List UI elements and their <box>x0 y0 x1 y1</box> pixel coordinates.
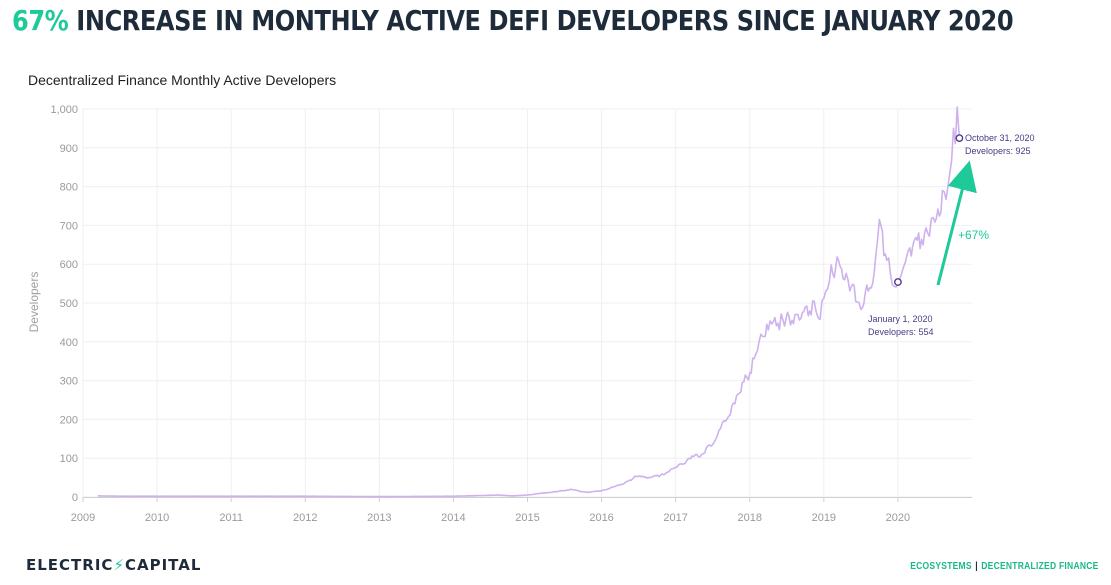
x-tick-label: 2016 <box>589 512 613 524</box>
annotation-oct-value: Developers: 925 <box>965 146 1031 156</box>
x-tick-label: 2014 <box>441 512 465 524</box>
x-tick-label: 2019 <box>812 512 836 524</box>
data-marker-oct-2020 <box>955 134 964 143</box>
x-tick-label: 2013 <box>367 512 391 524</box>
footer-section-label: ECOSYSTEMS | DECENTRALIZED FINANCE <box>911 561 1099 572</box>
y-tick-label: 200 <box>60 414 78 426</box>
footer-separator: | <box>975 561 979 572</box>
increase-arrow <box>936 160 977 286</box>
x-tick-label: 2012 <box>293 512 317 524</box>
footer-section: ECOSYSTEMS <box>910 561 973 572</box>
bolt-icon: ⚡ <box>113 556 125 574</box>
y-tick-label: 100 <box>60 453 78 465</box>
logo-text-right: CAPITAL <box>124 556 202 574</box>
y-tick-label: 600 <box>60 259 78 271</box>
annotation-oct-date: October 31, 2020 <box>965 133 1035 143</box>
data-marker-jan-2020 <box>894 278 902 286</box>
y-tick-label: 1,000 <box>50 104 78 116</box>
series <box>97 106 964 498</box>
axes: 0 100 200 300 400 500 600 700 800 900 1,000 2009 201… <box>50 104 972 524</box>
y-tick-label: 800 <box>60 182 78 194</box>
annotation-jan-date: January 1, 2020 <box>868 314 933 324</box>
y-tick-label: 900 <box>60 143 78 155</box>
y-tick-label: 400 <box>60 337 78 349</box>
x-tick-label: 2009 <box>71 512 95 524</box>
x-tick-label: 2020 <box>886 512 910 524</box>
x-tick-label: 2017 <box>663 512 687 524</box>
x-tick-label: 2011 <box>219 512 243 524</box>
y-tick-label: 300 <box>60 376 78 388</box>
percent-increase-label: +67% <box>958 228 989 242</box>
electric-capital-logo: ELECTRIC⚡CAPITAL <box>26 556 201 574</box>
headline-highlight: 67% <box>12 4 69 37</box>
y-axis-label: Developers <box>27 272 41 333</box>
series-line-developers <box>97 106 961 498</box>
y-tick-label: 0 <box>72 492 78 504</box>
x-tick-label: 2010 <box>145 512 169 524</box>
footer-subsection: DECENTRALIZED FINANCE <box>981 561 1099 572</box>
headline: 67% INCREASE IN MONTHLY ACTIVE DEFI DEVE… <box>12 4 1014 37</box>
logo-text-left: ELECTRIC <box>26 556 114 574</box>
chart-title: Decentralized Finance Monthly Active Dev… <box>28 72 337 88</box>
annotations: January 1, 2020 Developers: 554 October … <box>868 133 1035 337</box>
y-tick-label: 500 <box>60 298 78 310</box>
grid <box>82 108 972 498</box>
headline-text: INCREASE IN MONTHLY ACTIVE DEFI DEVELOPE… <box>68 4 1014 37</box>
x-tick-label: 2018 <box>738 512 762 524</box>
y-tick-label: 700 <box>60 220 78 232</box>
annotation-jan-value: Developers: 554 <box>868 327 934 337</box>
x-tick-label: 2015 <box>515 512 539 524</box>
